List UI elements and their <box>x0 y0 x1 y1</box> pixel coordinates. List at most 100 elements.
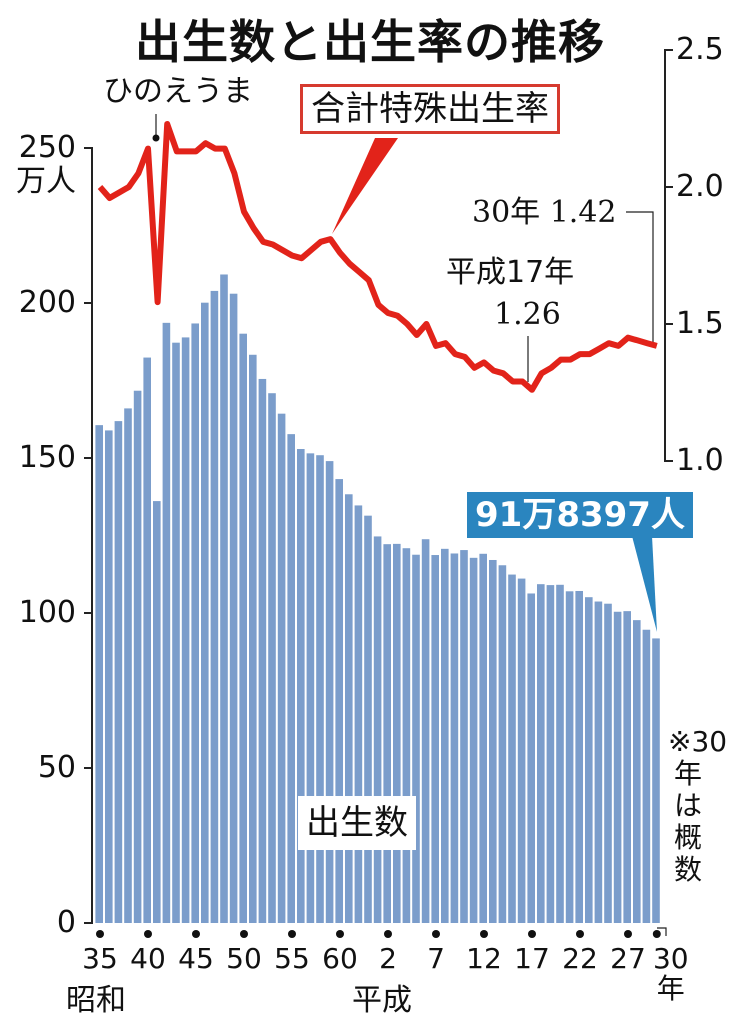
births-2018-callout: 91万8397人 <box>467 492 693 538</box>
x-tick-dot <box>480 930 488 938</box>
bar-1990 <box>383 544 391 923</box>
bar-2011 <box>585 597 593 923</box>
bar-2013 <box>604 603 612 923</box>
bar-1973 <box>220 274 228 924</box>
y-left-unit: 万人 <box>16 164 76 199</box>
right-axis <box>664 49 673 462</box>
bar-1968 <box>172 342 180 923</box>
bar-2002 <box>498 565 507 923</box>
bar-2008 <box>556 584 564 923</box>
y-left-tick: 250 <box>18 130 76 165</box>
bar-1988 <box>364 515 372 923</box>
y-right-tick: 2.0 <box>676 169 724 204</box>
bar-1998 <box>460 550 468 923</box>
births-bars <box>95 274 660 924</box>
bar-1975 <box>239 333 247 923</box>
era-showa: 昭和 <box>66 983 126 1018</box>
x-tick-label: 40 <box>130 942 166 975</box>
axes <box>84 49 673 924</box>
bar-1961 <box>105 430 113 923</box>
bar-2000 <box>479 553 487 923</box>
bar-2004 <box>517 578 526 923</box>
bar-1999 <box>469 557 478 923</box>
bar-1963 <box>124 408 132 923</box>
bar-1972 <box>210 290 219 923</box>
bar-1967 <box>162 322 171 924</box>
bar-1984 <box>325 461 334 923</box>
left-axis <box>84 147 93 924</box>
x-tick-label: 27 <box>610 942 646 975</box>
y-left-tick: 100 <box>18 595 76 630</box>
x-tick-label: 45 <box>178 942 214 975</box>
y-left-tick: 200 <box>18 285 76 320</box>
x-tick-label: 35 <box>82 942 118 975</box>
tfr-2005-year: 平成17年 <box>446 255 575 290</box>
bar-1964 <box>133 390 142 924</box>
x-tick-dot <box>144 930 152 938</box>
y-right-tick: 1.5 <box>676 306 724 341</box>
x-tick-dot <box>96 930 104 938</box>
bar-2006 <box>537 584 545 923</box>
bar-1980 <box>287 434 295 923</box>
x-tick-dot <box>528 930 536 938</box>
bar-1982 <box>306 453 315 923</box>
bar-1974 <box>229 293 238 923</box>
births-callout-pointer <box>632 536 657 632</box>
bar-1977 <box>258 378 267 923</box>
bar-1985 <box>335 479 343 923</box>
bar-1965 <box>143 357 151 923</box>
bar-2001 <box>489 559 497 923</box>
bar-2003 <box>508 574 516 923</box>
y-right-tick: 2.5 <box>676 32 724 67</box>
bar-1996 <box>441 548 449 923</box>
x-tick-dot <box>192 930 200 938</box>
x-tick-dot <box>384 930 392 938</box>
bar-1966 <box>153 501 161 923</box>
bar-1986 <box>345 494 353 923</box>
x-tick-dots <box>96 930 661 938</box>
bar-1993 <box>412 554 420 923</box>
y-left-tick: 50 <box>37 750 76 785</box>
hinoeuma-label: ひのえうま <box>103 74 253 109</box>
bar-1962 <box>114 421 123 923</box>
bar-1979 <box>277 413 286 923</box>
tfr-2005-value: 1.26 <box>494 297 561 332</box>
tfr-2018-leader <box>626 211 654 344</box>
bar-1981 <box>297 449 305 923</box>
x-tick-label: 55 <box>274 942 310 975</box>
hinoeuma-dot <box>152 134 160 142</box>
x-tick-dot <box>652 930 661 938</box>
bar-2012 <box>594 601 603 923</box>
x-tick-dot <box>240 930 248 938</box>
era-heisei: 平成 <box>352 983 412 1018</box>
bar-2017 <box>642 629 651 923</box>
x-tick-label: 50 <box>226 942 262 975</box>
x-tick-label: 2 <box>379 942 397 975</box>
bar-1976 <box>249 354 257 923</box>
bar-1983 <box>316 455 324 923</box>
x-tick-label: 30年 <box>652 942 689 1005</box>
x-tick-label: 17 <box>514 942 550 975</box>
tfr-label-pointer <box>332 138 398 234</box>
bar-1971 <box>201 302 209 923</box>
bar-2010 <box>575 590 583 923</box>
births-series-label: 出生数 <box>298 796 416 850</box>
x-tick-dot <box>624 930 632 938</box>
bar-1987 <box>354 505 363 923</box>
bar-2005 <box>527 593 535 923</box>
tfr-2018-annotation: 30年 1.42 <box>472 195 617 230</box>
bar-2016 <box>633 620 641 923</box>
bar-2015 <box>623 611 631 923</box>
bar-1997 <box>450 553 459 923</box>
x-tick-label: 60 <box>322 942 358 975</box>
x-tick-label: 7 <box>427 942 445 975</box>
bar-1989 <box>373 536 382 923</box>
tfr-legend-box: 合計特殊出生率 <box>300 84 560 134</box>
y-left-tick: 150 <box>18 440 76 475</box>
x-end-leader <box>657 927 667 936</box>
bar-1992 <box>402 548 411 923</box>
bar-1994 <box>421 539 430 923</box>
bar-2014 <box>613 611 622 923</box>
x-tick-dot <box>576 930 584 938</box>
